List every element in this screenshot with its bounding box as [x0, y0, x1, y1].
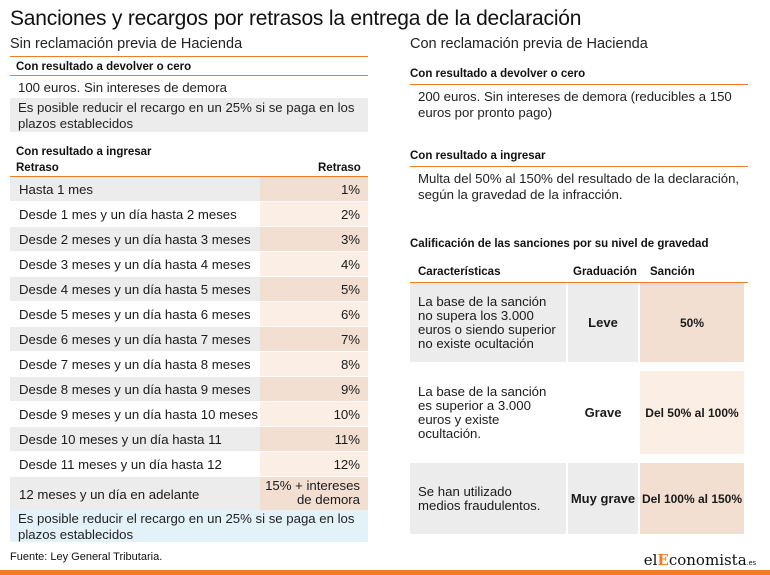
eleconomista-logo: elEconomista.es: [644, 551, 756, 569]
sancion-cell: Del 100% al 150%: [638, 463, 744, 534]
col-header-sancion: Sanción: [650, 266, 695, 278]
period-cell: Desde 3 meses y un día hasta 4 meses: [10, 252, 260, 276]
right-ingresar-divider: [410, 166, 748, 167]
period-cell: Desde 9 meses y un día hasta 10 meses: [10, 402, 260, 426]
period-cell: Desde 1 mes y un día hasta 2 meses: [10, 202, 260, 226]
graduacion-cell: Leve: [566, 283, 638, 362]
recargo-cell: 15% + intereses de demora: [260, 477, 368, 512]
col-header-graduacion: Graduación: [573, 266, 637, 278]
table-row: La base de la sanción es superior a 3.00…: [410, 371, 744, 463]
recargo-cell: 1%: [260, 177, 368, 201]
recargo-cell: 2%: [260, 202, 368, 226]
calificacion-heading: Calificación de las sanciones por su niv…: [410, 238, 709, 250]
period-cell: Desde 11 meses y un día hasta 12 meses: [10, 452, 260, 487]
graduacion-cell: Muy grave: [566, 463, 638, 534]
recargo-cell: 3%: [260, 227, 368, 251]
recargo-cell: 8%: [260, 352, 368, 376]
recargo-cell: 9%: [260, 377, 368, 401]
period-cell: Desde 4 meses y un día hasta 5 meses: [10, 277, 260, 301]
table-row: Se han utilizado medios fraudulentos. Mu…: [410, 463, 744, 543]
col-header-recargo: Retraso: [318, 162, 361, 174]
left-ingresar-note: Es posible reducir el recargo en un 25% …: [10, 510, 368, 542]
left-table-divider: [10, 176, 368, 177]
period-cell: Desde 5 meses y un día hasta 6 meses: [10, 302, 260, 326]
logo-part1: el: [643, 551, 658, 569]
source-note: Fuente: Ley General Tributaria.: [10, 551, 163, 563]
left-devolver-heading: Con resultado a devolver o cero: [16, 61, 192, 73]
period-cell: Desde 8 meses y un día hasta 9 meses: [10, 377, 260, 401]
left-ingresar-heading: Con resultado a ingresar: [16, 146, 152, 158]
left-devolver-text: 100 euros. Sin intereses de demora: [18, 80, 227, 95]
graduacion-cell: Grave: [566, 371, 638, 454]
recargo-line2: de demora: [296, 492, 360, 507]
gravedad-table: La base de la sanción no supera los 3.00…: [410, 283, 744, 543]
recargo-cell: 5%: [260, 277, 368, 301]
sancion-cell: 50%: [638, 283, 744, 362]
period-cell: Hasta 1 mes: [10, 177, 260, 201]
period-cell: Desde 6 meses y un día hasta 7 meses: [10, 327, 260, 351]
table-row: Hasta 1 mes 1%: [10, 177, 368, 202]
sancion-cell: Del 50% al 100%: [638, 371, 744, 454]
col-header-period: Retraso: [16, 162, 59, 174]
right-subtitle: Con reclamación previa de Hacienda: [410, 36, 648, 52]
table-row: Desde 4 meses y un día hasta 5 meses 5%: [10, 277, 368, 302]
recargo-cell: 10%: [260, 402, 368, 426]
logo-suffix: .es: [746, 560, 756, 567]
recargo-cell: 12%: [260, 452, 368, 476]
logo-part3: conomista: [668, 551, 747, 569]
table-row: Desde 9 meses y un día hasta 10 meses 10%: [10, 402, 368, 427]
calificacion-divider: [410, 282, 748, 283]
period-cell: Desde 10 meses y un día hasta 11 meses: [10, 427, 260, 462]
table-row: Desde 3 meses y un día hasta 4 meses 4%: [10, 252, 368, 277]
recargo-cell: 7%: [260, 327, 368, 351]
table-row: 12 meses y un día en adelante 15% + inte…: [10, 477, 368, 513]
right-ingresar-text: Multa del 50% al 150% del resultado de l…: [418, 171, 740, 202]
table-row: Desde 5 meses y un día hasta 6 meses 6%: [10, 302, 368, 327]
table-row: Desde 11 meses y un día hasta 12 meses12…: [10, 452, 368, 487]
bottom-accent-bar: [0, 570, 770, 575]
table-row: Desde 1 mes y un día hasta 2 meses 2%: [10, 202, 368, 227]
table-row: Desde 2 meses y un día hasta 3 meses 3%: [10, 227, 368, 252]
period-cell: Desde 2 meses y un día hasta 3 meses: [10, 227, 260, 251]
right-devolver-heading: Con resultado a devolver o cero: [410, 68, 586, 80]
period-cell: 12 meses y un día en adelante: [10, 477, 260, 512]
table-row: Desde 10 meses y un día hasta 11 meses11…: [10, 427, 368, 462]
table-row: Desde 7 meses y un día hasta 8 meses 8%: [10, 352, 368, 377]
recargo-cell: 4%: [260, 252, 368, 276]
caracteristicas-cell: Se han utilizado medios fraudulentos.: [410, 463, 566, 534]
right-devolver-divider: [410, 84, 748, 85]
left-devolver-divider: [10, 75, 368, 76]
recargos-table: Hasta 1 mes 1% Desde 1 mes y un día hasta…: [10, 177, 368, 513]
caracteristicas-cell: La base de la sanción es superior a 3.00…: [410, 371, 566, 454]
table-row: Desde 6 meses y un día hasta 7 meses 7%: [10, 327, 368, 352]
recargo-cell: 6%: [260, 302, 368, 326]
period-cell: Desde 7 meses y un día hasta 8 meses: [10, 352, 260, 376]
right-devolver-text: 200 euros. Sin intereses de demora (redu…: [418, 89, 732, 120]
recargo-cell: 11%: [260, 427, 368, 451]
recargo-line1: 15% + intereses: [265, 478, 360, 493]
page-title: Sanciones y recargos por retrasos la ent…: [10, 7, 582, 30]
left-top-divider: [10, 56, 368, 57]
table-row: Desde 8 meses y un día hasta 9 meses 9%: [10, 377, 368, 402]
right-ingresar-heading: Con resultado a ingresar: [410, 150, 546, 162]
col-header-caracteristicas: Características: [418, 266, 501, 278]
logo-part2: E: [657, 551, 669, 569]
table-row: La base de la sanción no supera los 3.00…: [410, 283, 744, 371]
caracteristicas-cell: La base de la sanción no supera los 3.00…: [410, 283, 566, 362]
left-devolver-note: Es posible reducir el recargo en un 25% …: [10, 98, 368, 132]
left-subtitle: Sin reclamación previa de Hacienda: [10, 36, 243, 52]
